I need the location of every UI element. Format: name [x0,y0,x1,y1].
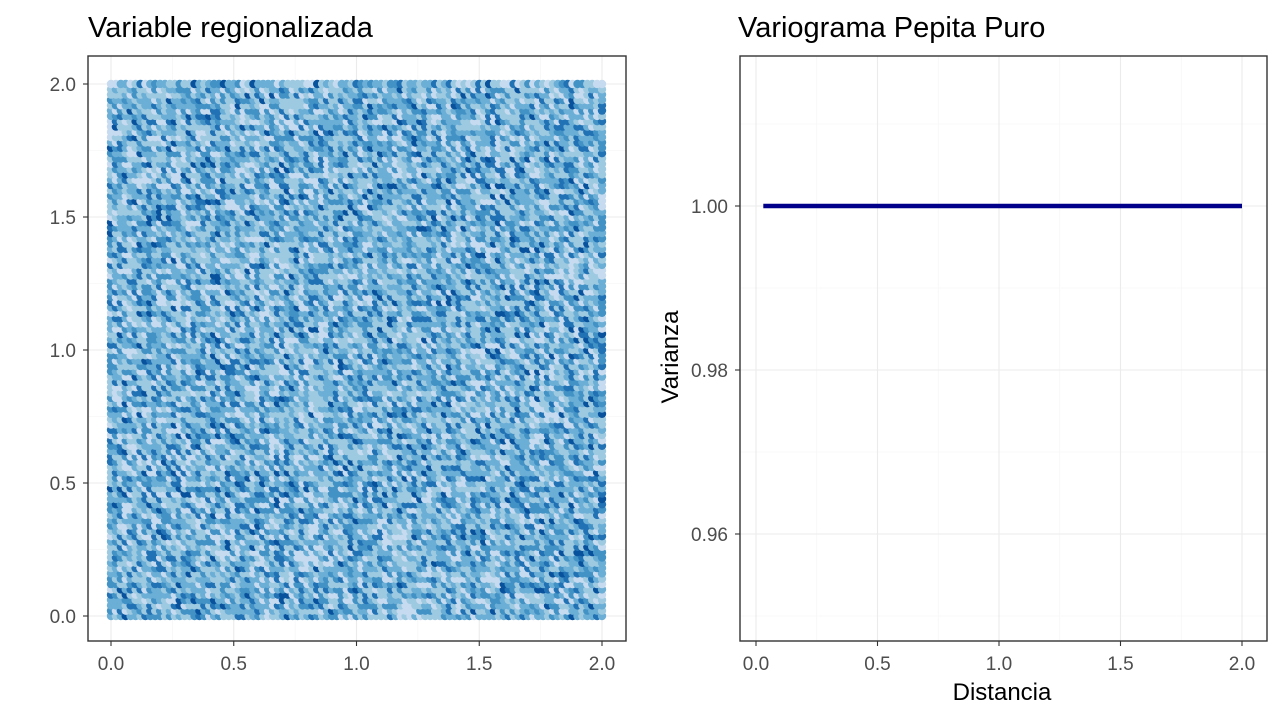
left-chart-title: Variable regionalizada [88,12,374,44]
left-points [106,79,607,621]
left-chart: Variable regionalizada 0.0 0.5 1.0 1.5 2.0 0… [50,12,627,675]
